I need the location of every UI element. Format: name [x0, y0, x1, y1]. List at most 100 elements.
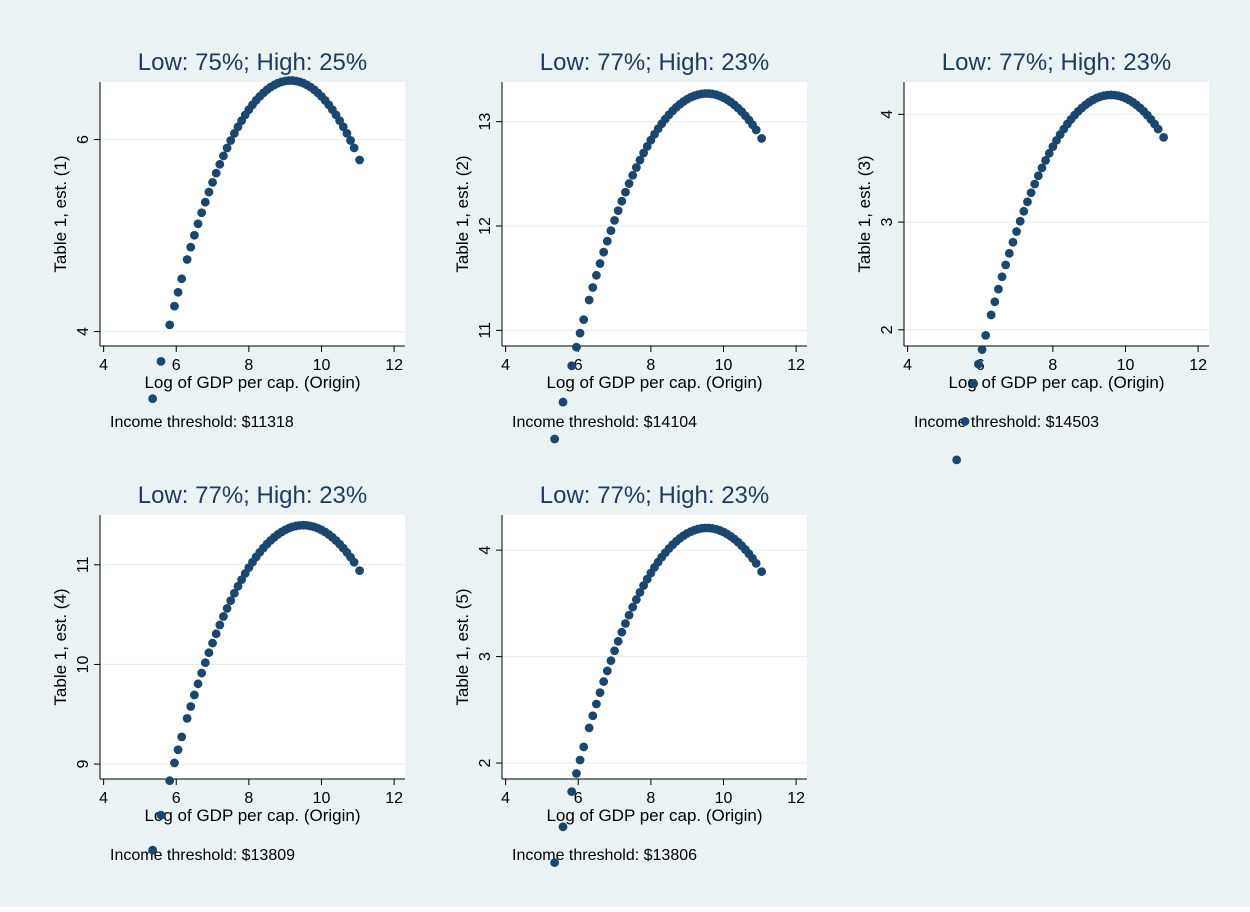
- data-point: [757, 567, 767, 577]
- data-point: [190, 690, 199, 700]
- data-point: [631, 595, 641, 604]
- data-point: [981, 331, 991, 340]
- data-point: [1004, 248, 1014, 258]
- y-tick-label: 3: [879, 218, 896, 227]
- data-point: [602, 236, 612, 246]
- data-point: [148, 394, 158, 404]
- data-point: [624, 610, 634, 620]
- x-tick-label: 6: [172, 790, 181, 807]
- data-point: [997, 272, 1007, 282]
- income-threshold-note: Income threshold: $14104: [512, 414, 697, 431]
- data-point: [1023, 197, 1032, 207]
- data-point: [156, 810, 166, 820]
- data-point: [346, 136, 355, 145]
- data-point: [960, 417, 970, 426]
- data-point: [1033, 171, 1043, 181]
- data-point: [1008, 237, 1018, 247]
- data-point: [994, 284, 1003, 294]
- data-point: [595, 688, 605, 697]
- panel-4: 4 6 8 10 12 9 10 11 Low: 77%; High: 23% Log of GD…: [51, 482, 405, 864]
- data-point: [613, 636, 623, 646]
- x-tick-label: 8: [646, 357, 655, 374]
- chart-title: Low: 77%; High: 23%: [540, 49, 769, 76]
- data-point: [990, 297, 1000, 307]
- data-point: [550, 858, 560, 867]
- x-tick-label: 6: [172, 357, 181, 374]
- income-threshold-note: Income threshold: $11318: [110, 414, 294, 431]
- data-point: [190, 230, 199, 240]
- data-point: [617, 196, 627, 206]
- x-axis-label: Log of GDP per cap. (Origin): [144, 806, 360, 825]
- data-point: [567, 787, 577, 797]
- data-point: [355, 155, 365, 165]
- data-point: [952, 455, 962, 465]
- data-point: [197, 668, 207, 678]
- y-tick-label: 9: [75, 760, 92, 769]
- data-point: [592, 270, 601, 280]
- income-threshold-note: Income threshold: $13809: [110, 847, 295, 864]
- data-point: [156, 356, 166, 366]
- data-point: [186, 242, 196, 252]
- data-point: [1153, 124, 1163, 134]
- data-point: [208, 177, 217, 187]
- data-point: [579, 315, 589, 325]
- data-point: [197, 208, 207, 218]
- data-point: [1159, 133, 1169, 142]
- data-point: [617, 627, 627, 637]
- data-point: [349, 557, 359, 567]
- y-axis-label: Table 1, est. (1): [51, 155, 70, 272]
- data-point: [631, 163, 641, 172]
- data-point: [1044, 148, 1054, 158]
- y-tick-label: 11: [477, 322, 494, 339]
- data-point: [1012, 227, 1021, 236]
- data-point: [1037, 163, 1047, 173]
- data-point: [165, 776, 175, 786]
- chart-title: Low: 77%; High: 23%: [942, 49, 1171, 76]
- x-axis-label: Log of GDP per cap. (Origin): [546, 373, 762, 392]
- x-tick-label: 12: [787, 357, 805, 374]
- data-point: [200, 197, 210, 207]
- data-point: [1001, 260, 1011, 270]
- data-point: [639, 148, 649, 158]
- income-threshold-note: Income threshold: $13806: [512, 847, 697, 864]
- data-point: [229, 129, 239, 138]
- data-point: [986, 310, 996, 320]
- x-tick-label: 4: [99, 357, 108, 374]
- y-tick-label: 4: [477, 546, 494, 555]
- data-point: [757, 134, 767, 143]
- data-point: [572, 769, 581, 778]
- data-point: [204, 187, 214, 197]
- data-point: [558, 822, 568, 832]
- plot-area: [904, 82, 1209, 346]
- data-point: [200, 658, 210, 668]
- data-point: [1019, 206, 1029, 216]
- x-axis-label: Log of GDP per cap. (Origin): [144, 373, 360, 392]
- data-point: [592, 699, 601, 709]
- data-point: [349, 143, 359, 153]
- y-tick-label: 12: [477, 217, 494, 235]
- data-point: [1015, 216, 1025, 226]
- data-point: [635, 155, 645, 165]
- panel-2: 4 6 8 10 12 11 12 13 Low: 77%; High: 23% Log of G…: [453, 49, 807, 444]
- y-tick-label: 11: [75, 556, 92, 573]
- y-axis-label: Table 1, est. (2): [453, 155, 472, 272]
- data-point: [177, 732, 187, 742]
- data-point: [969, 379, 979, 389]
- data-point: [170, 758, 179, 768]
- panel-1: 4 6 8 10 12 4 6 Low: 75%; High: 25% Log of GDP p…: [51, 49, 405, 431]
- x-tick-label: 10: [715, 357, 733, 374]
- data-point: [229, 588, 239, 598]
- chart-title: Low: 75%; High: 25%: [138, 49, 367, 76]
- data-point: [226, 136, 236, 145]
- data-point: [602, 666, 612, 676]
- data-point: [165, 320, 175, 330]
- x-tick-label: 8: [1048, 357, 1057, 374]
- y-tick-label: 2: [879, 325, 896, 334]
- data-point: [222, 603, 232, 613]
- data-point: [621, 187, 630, 197]
- data-point: [567, 361, 577, 371]
- x-tick-label: 8: [244, 790, 253, 807]
- x-tick-label: 6: [574, 790, 583, 807]
- data-point: [974, 359, 983, 369]
- data-point: [635, 587, 645, 597]
